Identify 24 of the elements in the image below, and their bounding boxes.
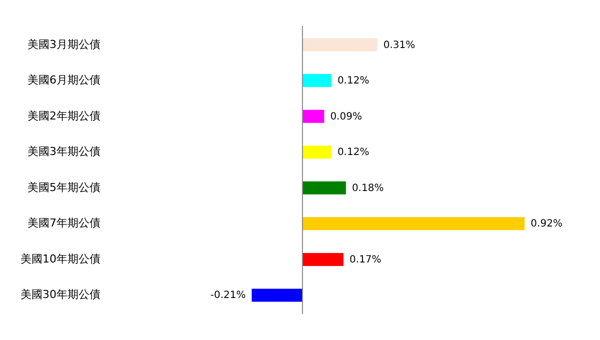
data-label: 0.09% (330, 111, 362, 122)
y-tick-label: 美國5年期公債 (28, 180, 100, 194)
bar (302, 217, 525, 230)
bar (302, 252, 344, 266)
bar (302, 110, 324, 123)
data-label: 0.18% (352, 182, 384, 194)
y-tick-label: 美國2年期公債 (28, 109, 100, 122)
bar (252, 288, 302, 302)
data-label: 0.12% (337, 76, 370, 87)
y-tick-label: 美國10年期公債 (20, 252, 100, 266)
y-tick-label: 美國6月期公債 (28, 74, 100, 87)
y-tick-label: 美國3年期公債 (28, 145, 100, 158)
data-label: -0.21% (210, 290, 246, 302)
bar (302, 38, 378, 52)
data-label: 0.17% (350, 254, 382, 266)
y-tick-label: 美國30年期公債 (20, 288, 100, 302)
data-label: 0.12% (337, 147, 370, 158)
bar (302, 146, 332, 159)
bar (302, 181, 346, 194)
y-tick-label: 美國7年期公債 (28, 216, 100, 230)
data-label: 0.31% (383, 40, 416, 51)
bar (302, 74, 332, 88)
y-tick-label: 美國3月期公債 (28, 38, 100, 51)
data-label: 0.92% (530, 218, 562, 230)
